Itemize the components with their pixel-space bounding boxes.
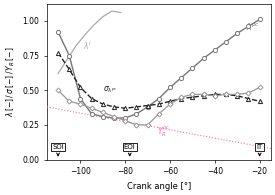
Text: $\lambda^{pc}$: $\lambda^{pc}$ <box>246 21 260 32</box>
Y-axis label: $\lambda\,[-]\,/\,\sigma\,[-]\,/\,Y_R\,[-]$: $\lambda\,[-]\,/\,\sigma\,[-]\,/\,Y_R\,[… <box>4 47 17 117</box>
Text: $Y_R^{pc}$: $Y_R^{pc}$ <box>156 124 170 139</box>
Text: SOI: SOI <box>52 144 64 156</box>
X-axis label: Crank angle [°]: Crank angle [°] <box>127 182 191 191</box>
Text: EOI: EOI <box>124 144 136 156</box>
Text: $\lambda^i$: $\lambda^i$ <box>83 40 92 52</box>
Text: IT: IT <box>257 144 263 156</box>
Text: $\sigma_{\lambda^{pc}}$: $\sigma_{\lambda^{pc}}$ <box>103 85 118 96</box>
